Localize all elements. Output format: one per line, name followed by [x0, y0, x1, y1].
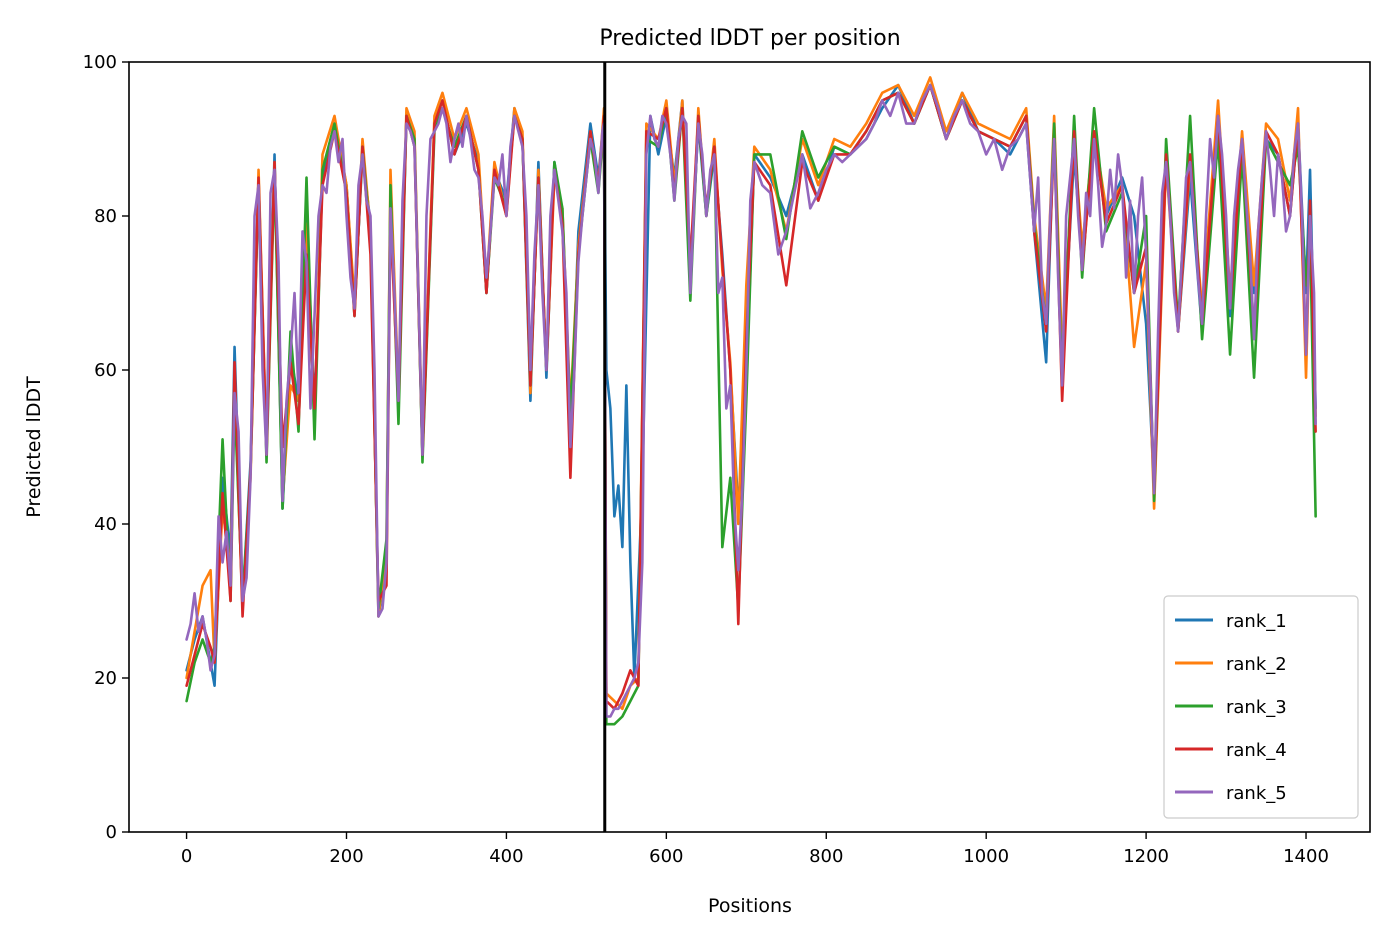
y-tick-label: 80 [94, 206, 117, 227]
plot-frame [128, 61, 1371, 833]
y-tick-label: 0 [106, 822, 117, 843]
y-tick-label: 100 [83, 52, 117, 73]
legend-label-rank-3: rank_3 [1226, 697, 1287, 718]
x-tick-label: 600 [649, 846, 683, 867]
x-tick-label: 400 [489, 846, 523, 867]
y-axis-label: Predicted lDDT [23, 376, 45, 518]
x-tick-label: 1400 [1283, 846, 1329, 867]
chart-title: Predicted lDDT per position [599, 26, 900, 51]
x-tick-label: 200 [329, 846, 363, 867]
legend-label-rank-5: rank_5 [1226, 783, 1287, 804]
legend-label-rank-2: rank_2 [1226, 654, 1287, 675]
x-tick-label: 1200 [1123, 846, 1169, 867]
x-tick-label: 0 [181, 846, 192, 867]
legend-label-rank-4: rank_4 [1226, 740, 1287, 761]
x-tick-label: 1000 [963, 846, 1009, 867]
x-axis: 0 200 400 600 800 1000 1200 1400 [181, 832, 1329, 867]
y-tick-label: 20 [94, 668, 117, 689]
legend-box [1163, 595, 1359, 819]
x-axis-label: Positions [708, 895, 792, 917]
series-line-rank-5 [185, 83, 1317, 718]
legend-label-rank-1: rank_1 [1226, 611, 1287, 632]
y-axis: 0 20 40 60 80 100 [83, 52, 129, 843]
series-layer [185, 76, 1317, 726]
series-line-rank-3 [185, 83, 1317, 726]
y-tick-label: 60 [94, 360, 117, 381]
x-tick-label: 800 [809, 846, 843, 867]
legend: rank_1 rank_2 rank_3 rank_4 rank_5 [1163, 595, 1359, 819]
y-tick-label: 40 [94, 514, 117, 535]
